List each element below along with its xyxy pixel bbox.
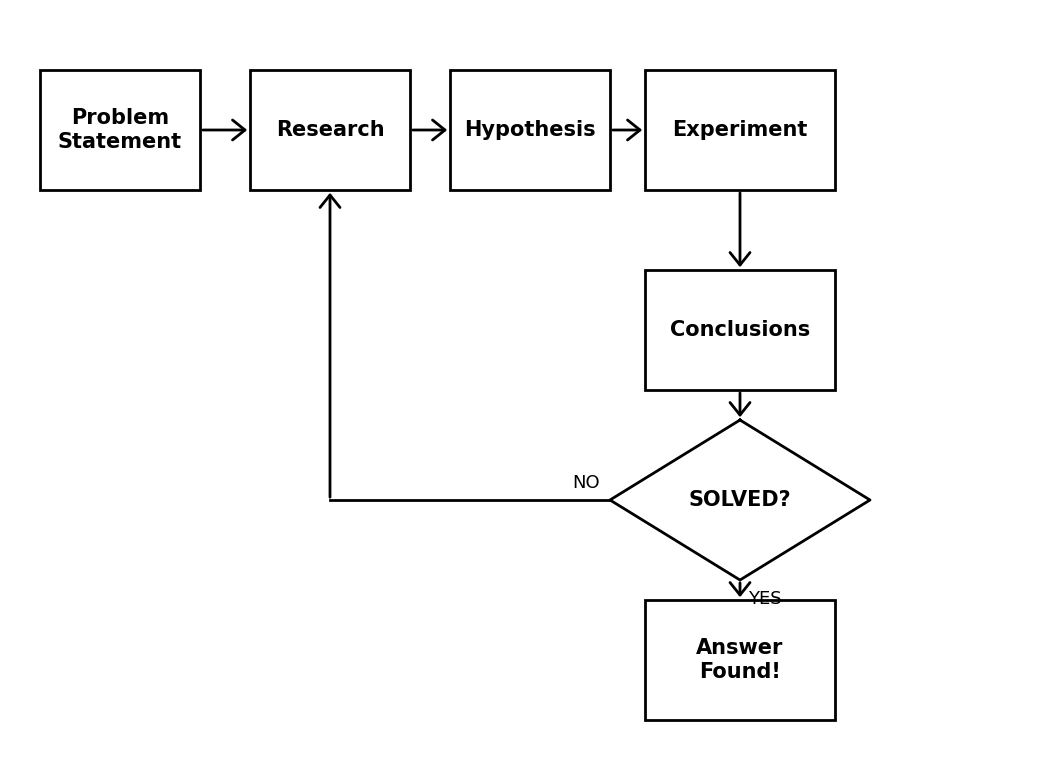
Text: Problem
Statement: Problem Statement [58, 109, 182, 152]
Bar [40, 70, 200, 190]
Bar [450, 70, 610, 190]
Text: Hypothesis: Hypothesis [464, 120, 596, 140]
Polygon shape [610, 420, 870, 580]
Text: YES: YES [748, 590, 782, 608]
Text: Answer
Found!: Answer Found! [696, 638, 784, 682]
Text: Experiment: Experiment [672, 120, 807, 140]
Text: Conclusions: Conclusions [670, 320, 810, 340]
Bar [645, 600, 836, 720]
Text: SOLVED?: SOLVED? [689, 490, 792, 510]
Text: NO: NO [573, 474, 600, 492]
Bar [645, 270, 836, 390]
Text: Research: Research [275, 120, 384, 140]
Bar [250, 70, 410, 190]
Bar [645, 70, 836, 190]
